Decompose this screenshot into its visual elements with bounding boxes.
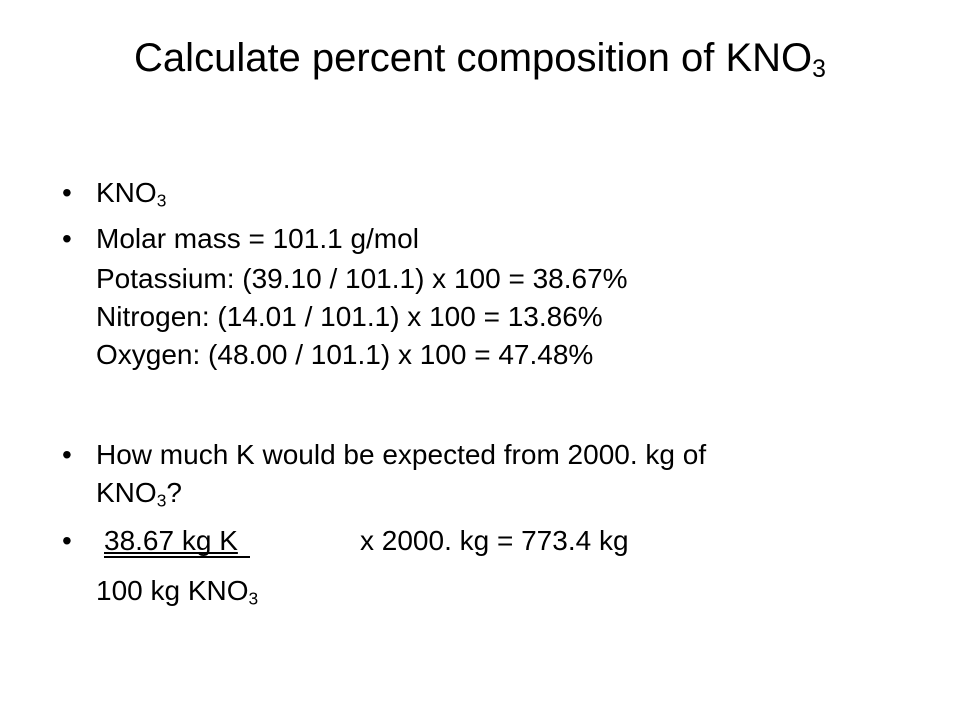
- bullet-text: Potassium: (39.10 / 101.1) x 100 = 38.67…: [96, 263, 628, 294]
- bullet-text: Molar mass = 101.1 g/mol: [96, 223, 419, 254]
- slide-title: Calculate percent composition of KNO3: [0, 36, 960, 84]
- denominator: 100 kg KNO3: [96, 574, 258, 608]
- calculation: x 2000. kg = 773.4 kg: [360, 525, 629, 556]
- denominator-text: 100 kg KNO: [96, 575, 249, 606]
- bullet-text: KNO3?: [96, 476, 182, 510]
- subscript: 3: [156, 490, 167, 511]
- question-mark: ?: [166, 477, 182, 508]
- subscript: 3: [156, 190, 167, 211]
- bullet-text: How much K would be expected from 2000. …: [96, 439, 707, 470]
- bullet-text: Nitrogen: (14.01 / 101.1) x 100 = 13.86%: [96, 301, 603, 332]
- bullet: •: [62, 525, 72, 556]
- title-text: Calculate percent composition of KNO: [134, 36, 813, 80]
- bullet-text: KNO3: [96, 176, 166, 210]
- subscript: 3: [248, 588, 259, 609]
- numerator-text: 38.67 kg K: [104, 525, 250, 558]
- bullet-text: Oxygen: (48.00 / 101.1) x 100 = 47.48%: [96, 339, 594, 370]
- bullet: •: [62, 439, 72, 470]
- bullet: •: [62, 223, 72, 254]
- numerator: 38.67 kg K: [104, 524, 250, 558]
- formula: KNO: [96, 477, 157, 508]
- bullet: •: [62, 177, 72, 208]
- title-subscript: 3: [812, 56, 826, 84]
- formula: KNO: [96, 177, 157, 208]
